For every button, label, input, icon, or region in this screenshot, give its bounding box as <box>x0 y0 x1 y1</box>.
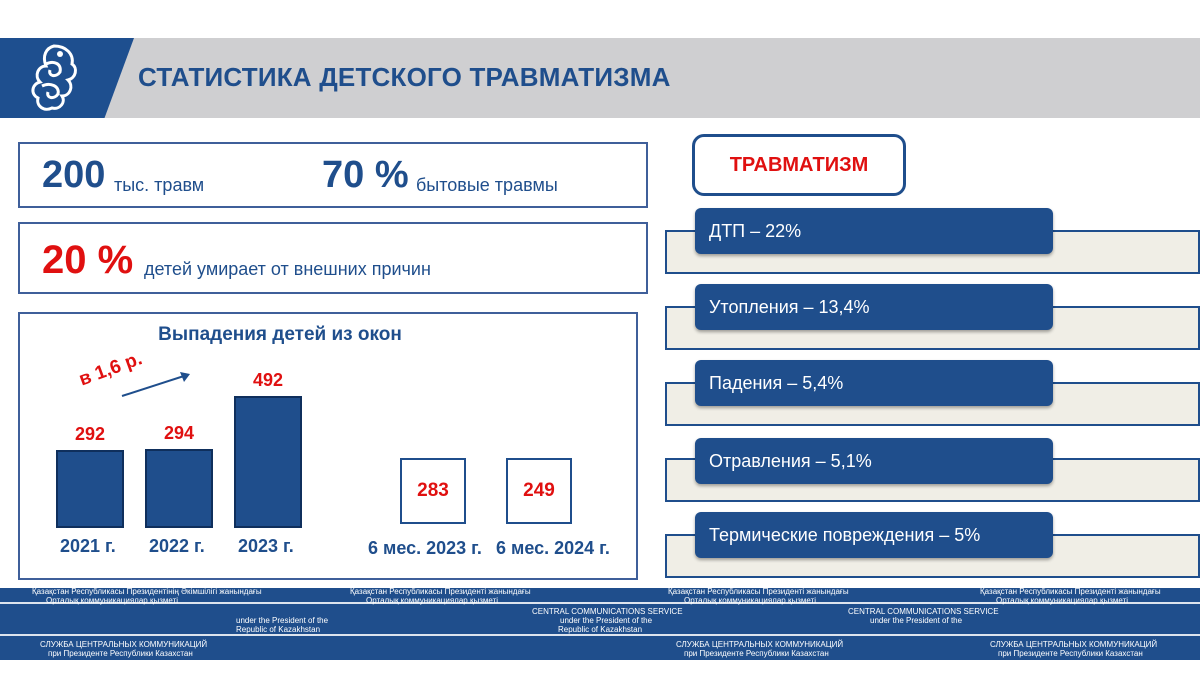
growth-arrow-icon <box>121 372 190 397</box>
trauma-item: Термические повреждения – 5% <box>695 512 1053 558</box>
footer-text: СЛУЖБА ЦЕНТРАЛЬНЫХ КОММУНИКАЦИЙ <box>40 640 208 649</box>
trauma-item: ДТП – 22% <box>695 208 1053 254</box>
bar-category-label: 2022 г. <box>149 536 205 556</box>
footer-text: under the President of the <box>560 616 653 625</box>
bar <box>145 449 213 528</box>
footer-text: Қазақстан Республикасы Президенті жанынд… <box>668 587 849 596</box>
bar-value-label: 294 <box>163 423 195 443</box>
footer-text: Republic of Kazakhstan <box>236 625 321 634</box>
bar-category-label: 2023 г. <box>238 536 294 556</box>
bar <box>234 396 302 528</box>
footer-text: Орталық коммуникациялар қызметі <box>366 596 499 605</box>
stat-box-injuries: 200 тыс. травм 70 % бытовые травмы <box>18 142 648 208</box>
footer: Қазақстан Республикасы Президентінің Әкі… <box>0 587 1200 660</box>
chart-panel: Выпадения детей из окон <box>18 312 638 580</box>
injuries-unit: тыс. травм <box>114 175 205 195</box>
deaths-value: 20 % <box>42 238 134 282</box>
bar-category-label: 2021 г. <box>60 536 116 556</box>
footer-text: CENTRAL COMMUNICATIONS SERVICE <box>532 607 683 616</box>
footer-divider <box>0 602 1200 604</box>
bar <box>56 450 124 528</box>
half-year-box-2023: 283 <box>400 458 466 524</box>
bar-value-label: 292 <box>74 424 106 444</box>
half-year-box-2024: 249 <box>506 458 572 524</box>
footer-text: при Президенте Республики Казахстан <box>684 649 829 658</box>
footer-text: Орталық коммуникациялар қызметі <box>46 596 179 605</box>
half-year-value-2024: 249 <box>523 480 555 501</box>
footer-text: Republic of Kazakhstan <box>558 625 643 634</box>
footer-text: under the President of the <box>870 616 963 625</box>
half-year-value-2023: 283 <box>417 480 449 501</box>
footer-text: under the President of the <box>236 616 329 625</box>
footer-text: СЛУЖБА ЦЕНТРАЛЬНЫХ КОММУНИКАЦИЙ <box>676 640 844 649</box>
page-title: СТАТИСТИКА ДЕТСКОГО ТРАВМАТИЗМА <box>138 62 671 92</box>
footer-text: Қазақстан Республикасы Президенті жанынд… <box>350 587 531 596</box>
injuries-value: 200 <box>42 154 106 196</box>
bar-value-label: 492 <box>252 370 284 390</box>
trauma-item: Отравления – 5,1% <box>695 438 1053 484</box>
header-bar <box>0 38 1200 118</box>
footer-text: CENTRAL COMMUNICATIONS SERVICE <box>848 607 999 616</box>
trauma-item: Утопления – 13,4% <box>695 284 1053 330</box>
footer-text: Орталық коммуникациялар қызметі <box>684 596 817 605</box>
household-value: 70 % <box>322 154 409 196</box>
household-unit: бытовые травмы <box>416 175 558 195</box>
footer-text: СЛУЖБА ЦЕНТРАЛЬНЫХ КОММУНИКАЦИЙ <box>990 640 1158 649</box>
footer-text: при Президенте Республики Казахстан <box>48 649 193 658</box>
trauma-heading: ТРАВМАТИЗМ <box>692 134 906 196</box>
trauma-item: Падения – 5,4% <box>695 360 1053 406</box>
footer-text: Қазақстан Республикасы Президенті жанынд… <box>980 587 1161 596</box>
deaths-unit: детей умирает от внешних причин <box>144 259 431 279</box>
footer-text: при Президенте Республики Казахстан <box>998 649 1143 658</box>
footer-text: Орталық коммуникациялар қызметі <box>996 596 1129 605</box>
snow-leopard-emblem-icon <box>31 44 77 111</box>
half-year-label-2023: 6 мес. 2023 г. <box>368 538 482 558</box>
half-year-label-2024: 6 мес. 2024 г. <box>496 538 610 558</box>
footer-text: Қазақстан Республикасы Президентінің Әкі… <box>32 587 262 596</box>
chart-title: Выпадения детей из окон <box>158 324 402 345</box>
footer-divider <box>0 634 1200 636</box>
stat-box-deaths: 20 % детей умирает от внешних причин <box>18 222 648 294</box>
